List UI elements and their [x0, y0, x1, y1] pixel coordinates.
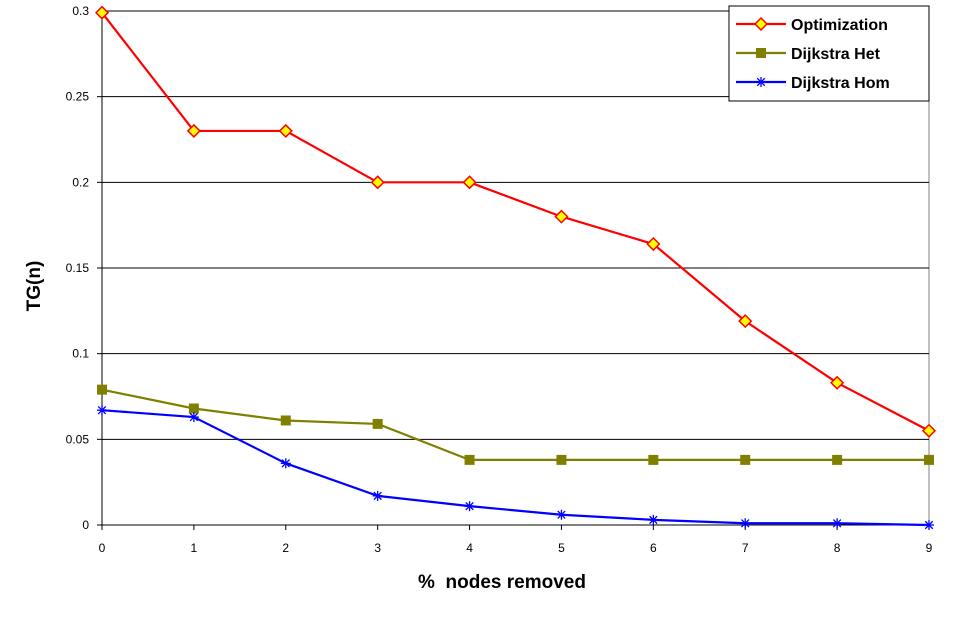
data-point-dijkstra-hom — [464, 501, 475, 512]
x-tick-label: 3 — [374, 541, 381, 555]
data-point-dijkstra-hom — [832, 518, 843, 529]
series-line-dijkstra-het — [101, 388, 929, 461]
x-tick-label: 2 — [282, 541, 289, 555]
data-point-optimization — [738, 314, 753, 329]
y-tick-label: 0.2 — [72, 175, 89, 189]
data-point-optimization — [94, 5, 110, 20]
legend-item-dijkstra-hom: Dijkstra Hom — [736, 75, 890, 92]
data-point-dijkstra-hom — [556, 509, 567, 520]
x-axis-title: % nodes removed — [418, 572, 586, 593]
data-point-dijkstra-het — [188, 403, 199, 414]
series-markers — [94, 5, 937, 530]
y-tick-label: 0.15 — [66, 261, 90, 275]
data-point-dijkstra-het — [280, 415, 291, 426]
data-point-dijkstra-het — [97, 384, 107, 395]
y-tick-label: 0.1 — [72, 347, 89, 361]
legend-label: Dijkstra Het — [791, 46, 881, 63]
x-tick-label: 9 — [926, 541, 933, 555]
y-ticks: 0 0.05 0.1 0.15 0.2 0.25 0.3 — [66, 4, 102, 532]
data-point-optimization — [646, 236, 661, 252]
data-point-dijkstra-hom — [740, 518, 751, 529]
data-point-dijkstra-het — [648, 454, 659, 465]
data-point-dijkstra-hom — [188, 412, 199, 423]
series-lines — [101, 12, 930, 527]
data-point-dijkstra-hom — [97, 405, 107, 416]
data-point-dijkstra-het — [740, 454, 751, 465]
x-ticks: 0 1 2 3 4 5 6 7 8 9 — [99, 525, 933, 555]
data-point-optimization — [921, 423, 937, 438]
data-point-dijkstra-het — [556, 454, 567, 465]
y-axis-title: TG(n) — [24, 261, 45, 312]
data-point-optimization — [186, 123, 201, 138]
x-tick-label: 5 — [558, 541, 565, 555]
data-point-optimization — [370, 175, 385, 190]
data-point-optimization — [830, 375, 845, 390]
legend-marker — [753, 16, 769, 32]
y-tick-label: 0 — [82, 518, 89, 532]
legend-item-dijkstra-het: Dijkstra Het — [736, 46, 881, 63]
x-tick-label: 1 — [191, 541, 198, 555]
data-point-optimization — [554, 209, 569, 224]
legend-marker — [756, 48, 766, 58]
x-tick-label: 6 — [650, 541, 657, 555]
x-tick-label: 0 — [99, 541, 106, 555]
data-point-optimization — [462, 175, 477, 190]
data-point-dijkstra-het — [832, 454, 843, 465]
series-line-dijkstra-hom — [101, 409, 930, 527]
x-tick-label: 8 — [834, 541, 841, 555]
series-line-optimization — [101, 12, 930, 432]
legend-marker — [756, 77, 766, 87]
data-point-optimization — [278, 123, 293, 138]
legend-label: Optimization — [791, 17, 888, 34]
y-tick-label: 0.05 — [66, 432, 90, 446]
data-point-dijkstra-hom — [280, 458, 291, 469]
legend-label: Dijkstra Hom — [791, 75, 890, 92]
data-point-dijkstra-het — [464, 454, 475, 465]
x-tick-label: 4 — [466, 541, 473, 555]
data-point-dijkstra-het — [372, 418, 383, 429]
y-tick-label: 0.3 — [72, 4, 89, 18]
data-point-dijkstra-het — [924, 454, 934, 465]
legend-item-optimization: Optimization — [736, 16, 888, 34]
data-point-dijkstra-hom — [648, 514, 659, 525]
legend: Optimization Dijkstra Het Dijkstra Hom — [728, 5, 930, 102]
data-point-dijkstra-hom — [924, 520, 934, 530]
x-tick-label: 7 — [742, 541, 749, 555]
y-tick-label: 0.25 — [66, 90, 90, 104]
data-point-dijkstra-hom — [372, 490, 383, 501]
